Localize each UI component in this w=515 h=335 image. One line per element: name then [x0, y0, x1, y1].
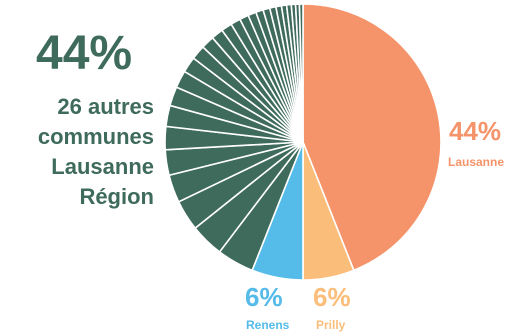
others-label: 26 autres communes Lausanne Région: [37, 94, 154, 209]
renens-label: Renens: [246, 318, 290, 332]
pie-slice-lausanne: [302, 3, 442, 272]
prilly-percentage: 6%: [313, 282, 351, 312]
prilly-label: Prilly: [316, 318, 346, 332]
lausanne-percentage: 44%: [449, 116, 502, 146]
others-percentage: 44%: [36, 27, 133, 80]
renens-percentage: 6%: [245, 282, 283, 312]
lausanne-label: Lausanne: [448, 155, 505, 169]
pie-slice-other-commune-26: [298, 3, 304, 143]
